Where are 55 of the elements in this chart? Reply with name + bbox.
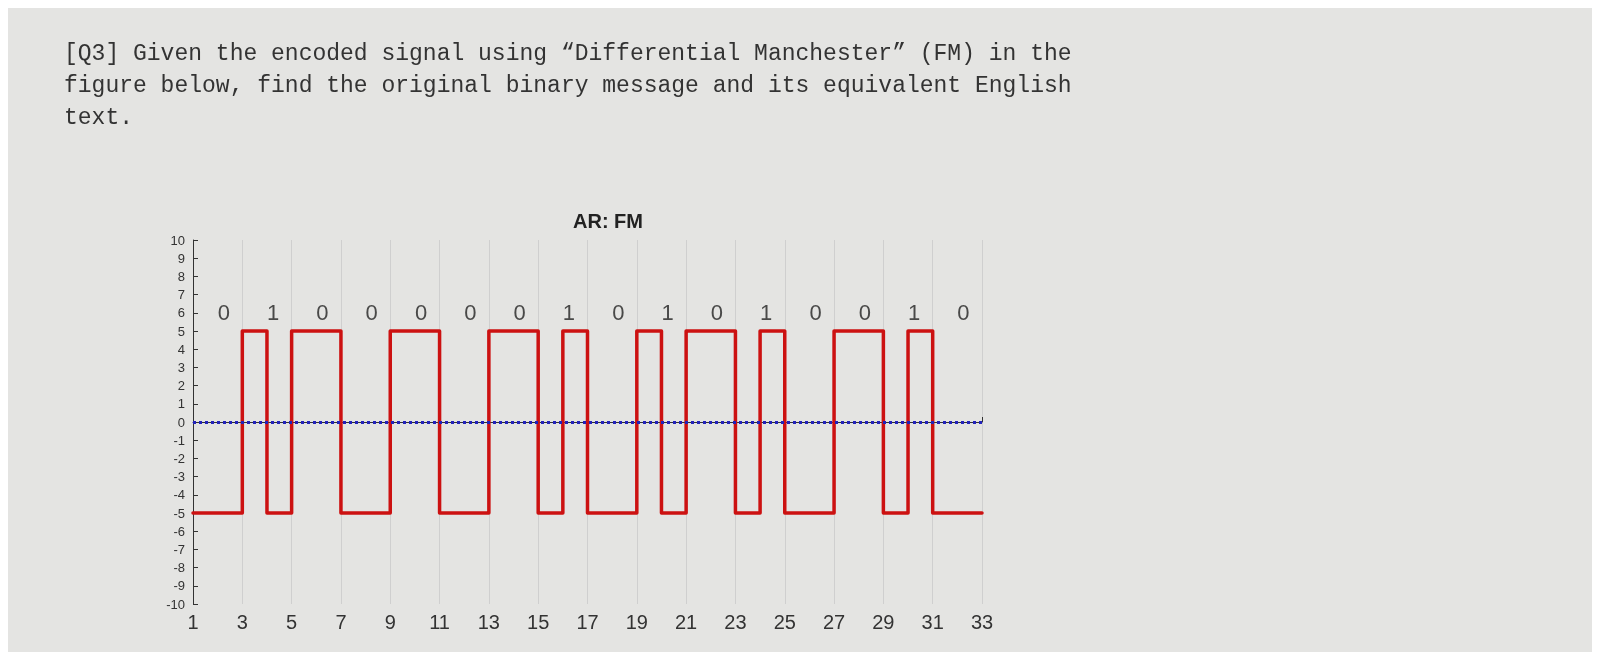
annotation: 1 — [908, 300, 921, 326]
annotation: 0 — [612, 300, 625, 326]
y-tick-label: 8 — [177, 268, 185, 284]
x-tick-label: 11 — [429, 611, 450, 633]
x-tick-label: 9 — [384, 611, 396, 633]
annotation: 1 — [661, 300, 674, 326]
x-tick-label: 19 — [625, 611, 648, 633]
annotation: 1 — [266, 300, 280, 326]
x-tick-label: 3 — [236, 611, 248, 633]
x-tick-label: 25 — [773, 611, 796, 633]
y-tick-label: -4 — [173, 487, 185, 503]
annotation: 0 — [957, 300, 970, 326]
annotation: 1 — [760, 300, 773, 326]
x-tick-label: 21 — [675, 611, 698, 633]
y-tick-label: 1 — [177, 396, 185, 412]
annotation: 0 — [710, 300, 724, 326]
y-tick-label: -2 — [173, 450, 185, 466]
y-tick-label: -7 — [173, 541, 185, 557]
annotation: 0 — [809, 300, 822, 326]
x-tick-label: 23 — [724, 611, 747, 633]
y-tick-label: 9 — [177, 250, 185, 266]
annotation: 0 — [217, 300, 230, 326]
annotation: 0 — [365, 300, 378, 326]
y-tick-label: 3 — [177, 359, 185, 375]
annotation: 0 — [414, 300, 428, 326]
x-tick-label: 15 — [527, 611, 550, 633]
annotation: 0 — [513, 300, 526, 326]
x-tick-label: 29 — [872, 611, 895, 633]
y-tick-label: 10 — [170, 232, 185, 248]
y-tick-label: 7 — [177, 287, 185, 303]
x-tick-label: 7 — [335, 611, 347, 633]
y-tick-label: 6 — [177, 305, 185, 321]
x-tick-label: 13 — [477, 611, 500, 633]
y-tick-label: 0 — [177, 414, 185, 430]
y-tick-label: -3 — [173, 469, 185, 485]
y-tick-label: 4 — [177, 341, 185, 357]
chart-title: AR: FM — [573, 210, 643, 232]
annotation: 0 — [316, 300, 329, 326]
annotation: 1 — [562, 300, 576, 326]
x-tick-label: 33 — [970, 611, 994, 633]
y-tick-label: -5 — [173, 505, 185, 521]
annotation: 0 — [858, 300, 871, 326]
y-tick-label: -6 — [173, 523, 185, 539]
y-tick-label: 2 — [177, 378, 185, 394]
x-tick-label: 27 — [822, 611, 846, 633]
y-tick-label: 5 — [177, 323, 185, 339]
annotation: 0 — [464, 300, 477, 326]
y-tick-label: -10 — [166, 596, 185, 612]
x-tick-label: 31 — [921, 611, 944, 633]
y-tick-label: -9 — [173, 578, 185, 594]
y-tick-label: -1 — [173, 432, 185, 448]
x-tick-label: 17 — [576, 611, 599, 633]
y-tick-label: -8 — [173, 560, 185, 576]
text: [Q3] Given the encoded signal using “Differential Manchester” (FM) in the figure below, find the original binary message and its equivalent English text. — [64, 40, 1073, 133]
x-tick-label: 5 — [286, 611, 298, 633]
